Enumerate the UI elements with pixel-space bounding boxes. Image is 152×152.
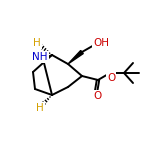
Text: O: O xyxy=(93,91,101,101)
Text: OH: OH xyxy=(93,38,109,48)
Text: H: H xyxy=(33,38,41,48)
Text: NH: NH xyxy=(32,52,48,62)
Text: H: H xyxy=(36,103,44,113)
Text: O: O xyxy=(107,73,115,83)
Polygon shape xyxy=(68,50,83,64)
